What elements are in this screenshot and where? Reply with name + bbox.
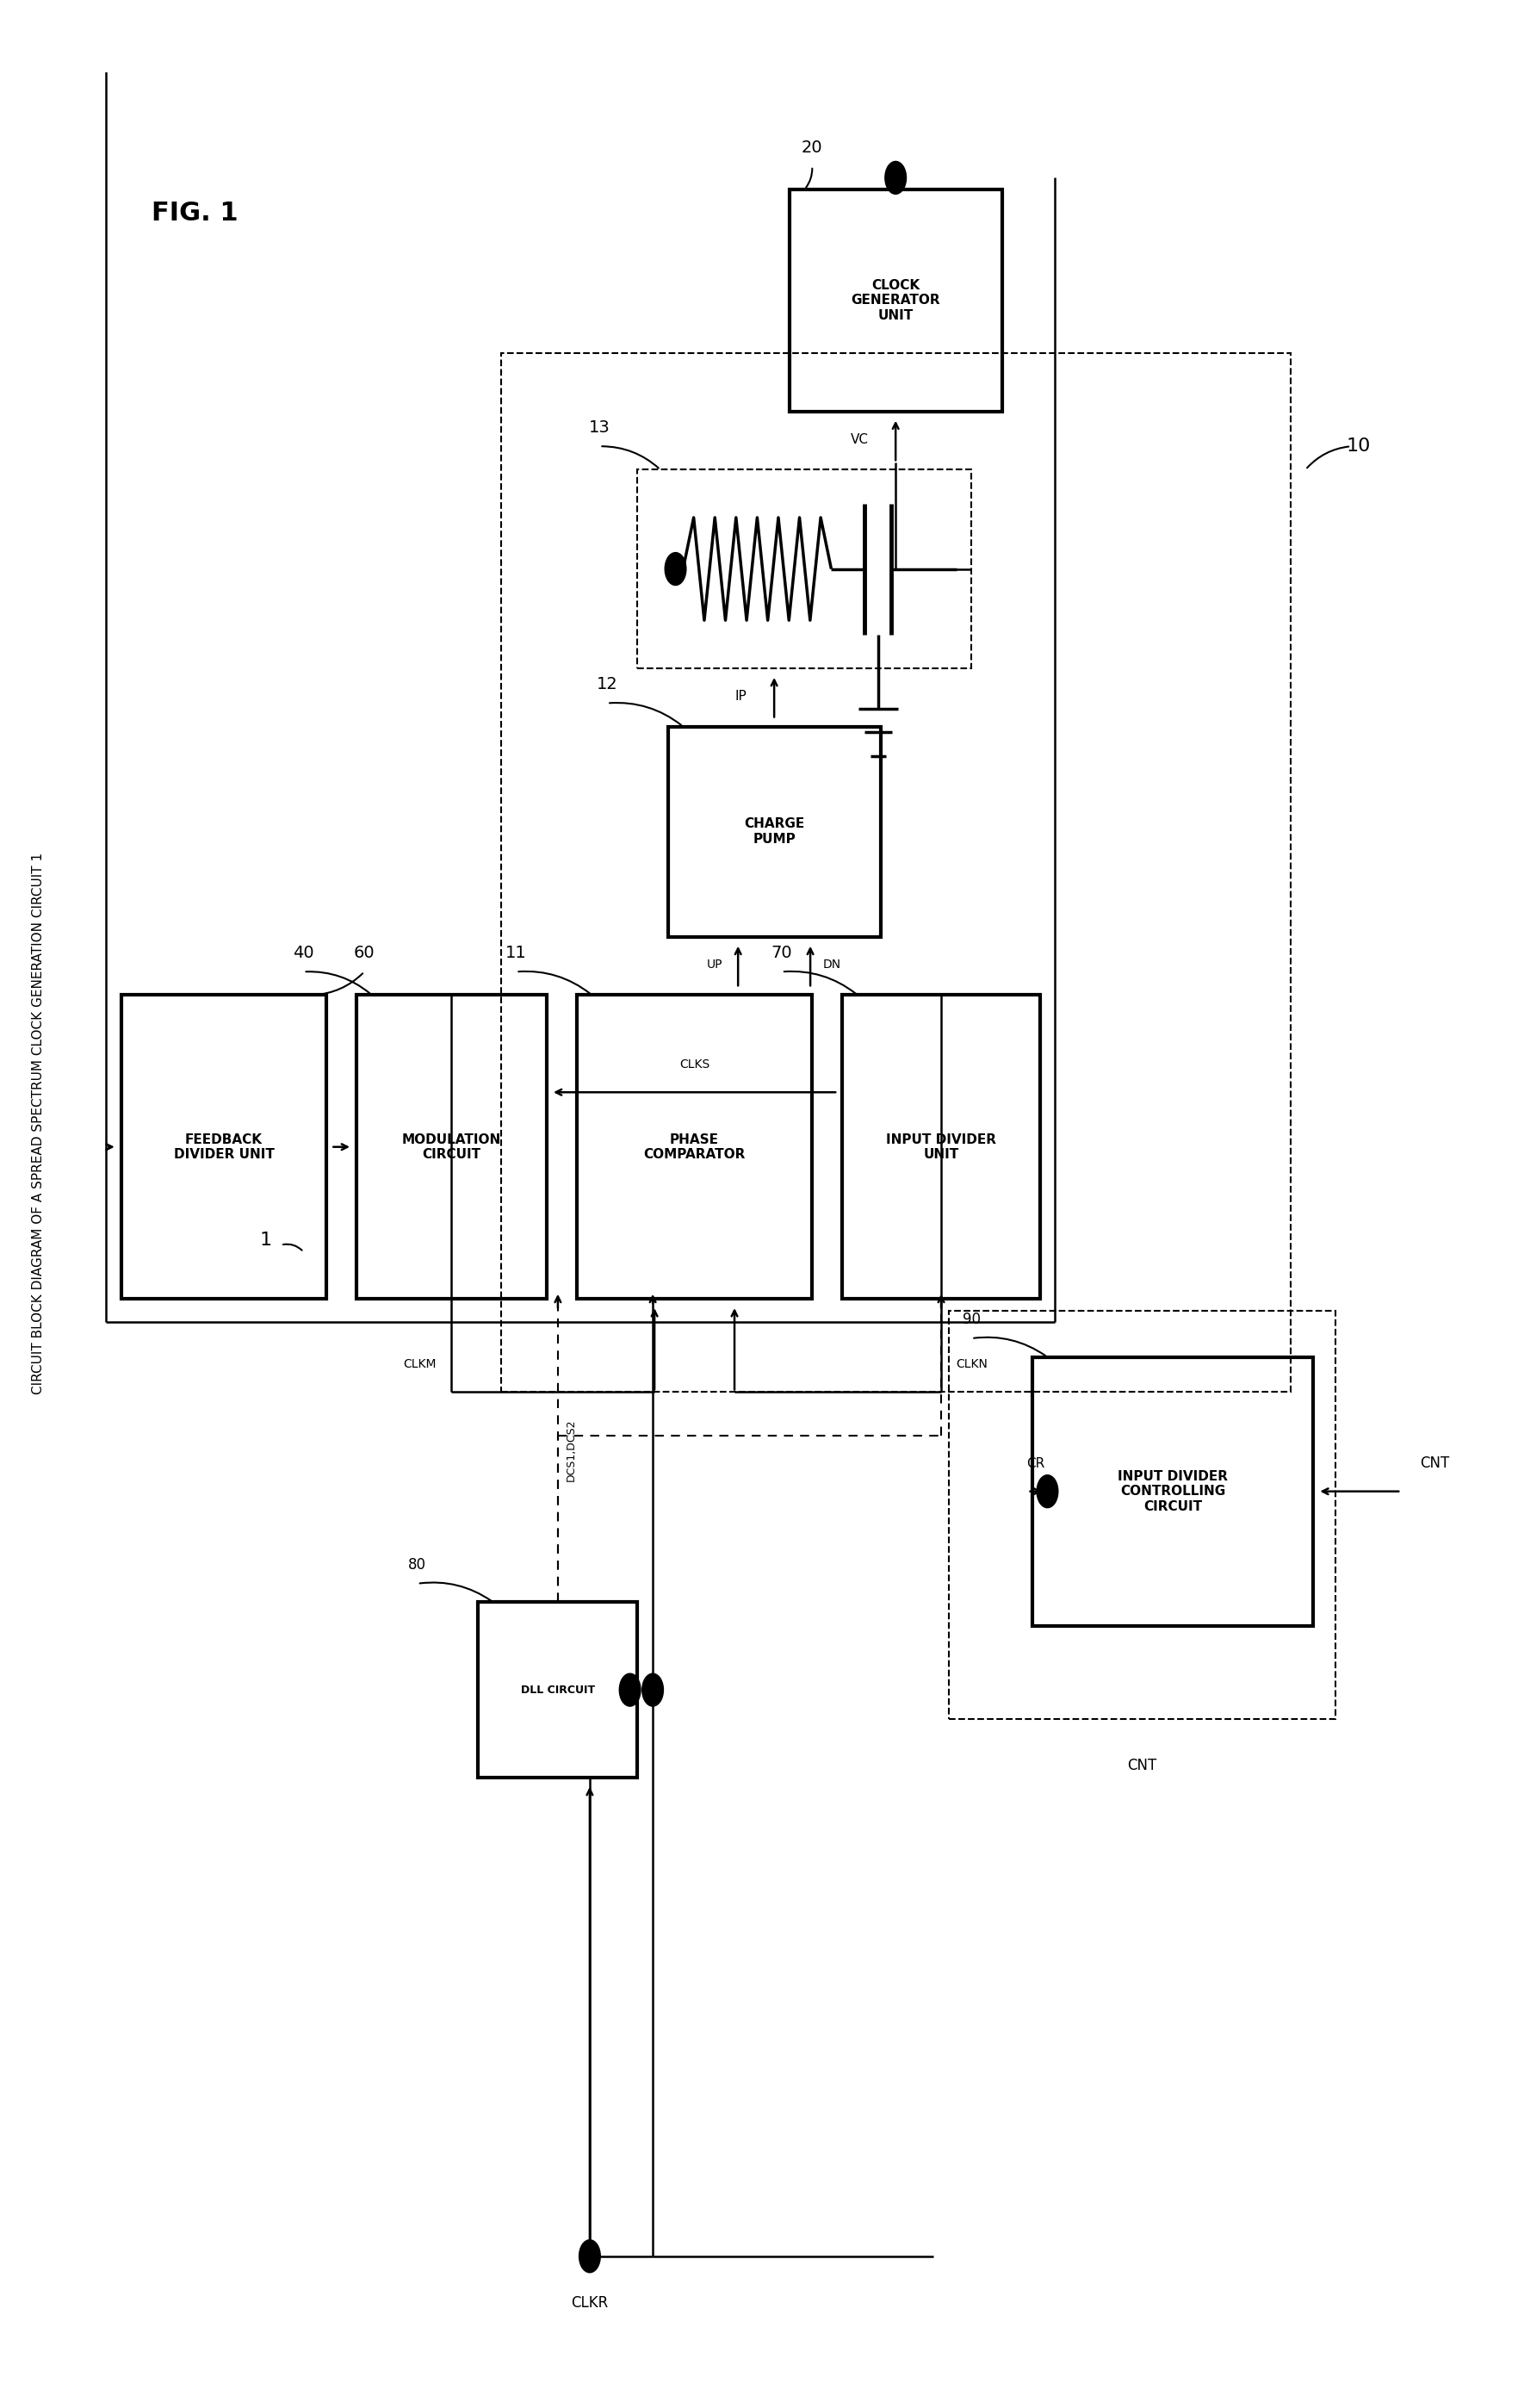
Text: CHARGE
PUMP: CHARGE PUMP (744, 819, 805, 845)
Text: DN: DN (823, 958, 841, 970)
Text: DLL CIRCUIT: DLL CIRCUIT (521, 1683, 595, 1695)
Text: MODULATION
CIRCUIT: MODULATION CIRCUIT (402, 1132, 501, 1161)
Text: UP: UP (707, 958, 723, 970)
Text: FEEDBACK
DIVIDER UNIT: FEEDBACK DIVIDER UNIT (173, 1132, 275, 1161)
Bar (121, 995, 326, 1298)
Text: 12: 12 (597, 677, 618, 694)
Text: CR: CR (1026, 1457, 1046, 1469)
Bar (949, 1310, 1336, 1719)
Circle shape (580, 2239, 601, 2273)
Text: 1: 1 (260, 1233, 272, 1250)
Text: CLKS: CLKS (680, 1057, 709, 1069)
Circle shape (665, 551, 686, 585)
Text: IP: IP (735, 689, 747, 703)
Text: INPUT DIVIDER
CONTROLLING
CIRCUIT: INPUT DIVIDER CONTROLLING CIRCUIT (1117, 1469, 1228, 1512)
Circle shape (619, 1674, 641, 1707)
Text: CLKN: CLKN (956, 1358, 988, 1370)
Text: DCS1,DCS2: DCS1,DCS2 (565, 1418, 577, 1481)
Text: INPUT DIVIDER
UNIT: INPUT DIVIDER UNIT (887, 1132, 996, 1161)
Text: 13: 13 (589, 419, 610, 436)
Text: 10: 10 (1346, 438, 1371, 455)
Text: CNT: CNT (1128, 1758, 1157, 1775)
Text: 90: 90 (962, 1312, 981, 1327)
Bar (1032, 1358, 1313, 1625)
Text: FIG. 1: FIG. 1 (152, 200, 238, 226)
Circle shape (1037, 1476, 1058, 1507)
Text: PHASE
COMPARATOR: PHASE COMPARATOR (644, 1132, 745, 1161)
Text: 70: 70 (771, 944, 792, 961)
Bar (842, 995, 1040, 1298)
Bar (789, 190, 1002, 412)
Bar (357, 995, 546, 1298)
Bar (478, 1601, 638, 1777)
Text: VC: VC (850, 433, 868, 445)
Circle shape (642, 1674, 663, 1707)
Bar (638, 470, 972, 667)
Text: 20: 20 (802, 140, 823, 157)
Text: 60: 60 (354, 944, 375, 961)
Bar (501, 354, 1290, 1392)
Text: CLKR: CLKR (571, 2295, 609, 2312)
Text: CLKM: CLKM (404, 1358, 437, 1370)
Text: 40: 40 (293, 944, 314, 961)
Bar (577, 995, 812, 1298)
Text: 11: 11 (505, 944, 527, 961)
Text: CIRCUIT BLOCK DIAGRAM OF A SPREAD SPECTRUM CLOCK GENERATION CIRCUIT 1: CIRCUIT BLOCK DIAGRAM OF A SPREAD SPECTR… (32, 852, 44, 1394)
Text: CNT: CNT (1419, 1454, 1450, 1471)
Circle shape (885, 161, 906, 195)
Bar (668, 727, 880, 937)
Text: CLOCK
GENERATOR
UNIT: CLOCK GENERATOR UNIT (852, 279, 940, 323)
Text: 80: 80 (408, 1558, 427, 1572)
